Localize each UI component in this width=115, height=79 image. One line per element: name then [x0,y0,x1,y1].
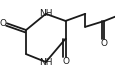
Text: O: O [100,39,107,48]
Text: NH: NH [39,9,52,18]
Text: NH: NH [39,58,52,67]
Text: O: O [62,57,68,66]
Text: O: O [0,19,7,28]
